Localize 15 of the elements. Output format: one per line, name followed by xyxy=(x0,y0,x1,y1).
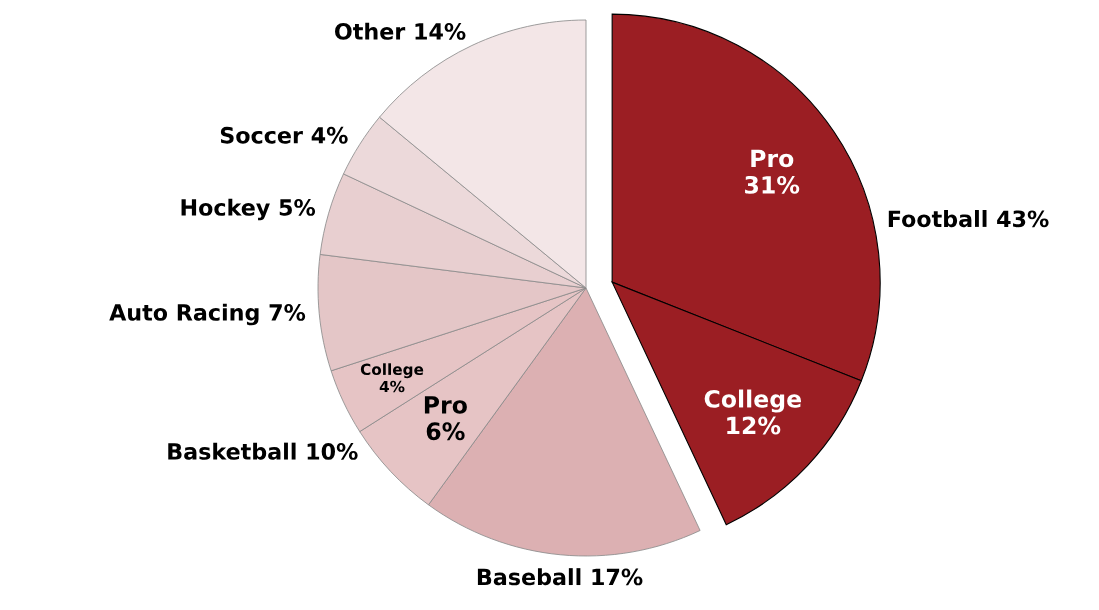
data-label: 4% xyxy=(379,380,405,393)
text: Football 43% xyxy=(888,210,1049,228)
slice-label: College xyxy=(360,363,424,379)
slice-label: College xyxy=(704,389,801,413)
slice-label: Other 14% xyxy=(335,22,466,40)
slice-label: Hockey 5% xyxy=(181,198,316,221)
slice-label: Pro xyxy=(424,396,467,414)
data-label: 12% xyxy=(727,416,781,435)
slice-label: Soccer 4% xyxy=(220,126,348,144)
data-label: 31% xyxy=(745,175,800,194)
data-label: 6% xyxy=(426,422,465,441)
slice-label: Auto Racing 7% xyxy=(109,303,306,326)
slice-label: Baseball 17% xyxy=(477,568,643,586)
slice-label: Pro xyxy=(751,149,794,168)
text: Basketball 10% xyxy=(168,442,358,460)
